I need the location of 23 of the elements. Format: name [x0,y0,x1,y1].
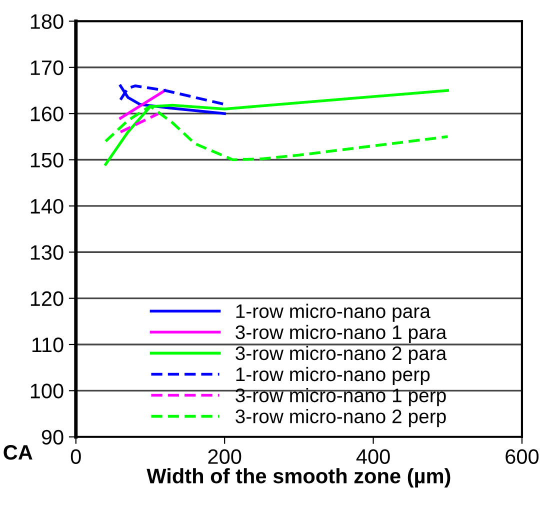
legend-label: 1-row micro-nano perp [236,366,430,386]
x-tick-label: 600 [506,449,539,464]
legend-label: 3-row micro-nano 1 perp [236,388,446,406]
y-tick-label: 140 [30,198,64,214]
line-series [104,89,450,166]
legend-label: 3-row micro-nano 2 para [236,346,447,364]
y-tick-label: 120 [30,291,64,306]
y-axis-title: CA [4,445,32,460]
y-tick-label: 130 [30,245,64,260]
x-tick-label: 0 [70,449,81,464]
x-axis-title: Width of the smooth zone (µm) [146,468,450,488]
y-tick-label: 180 [30,14,64,29]
legend-label: 1-row micro-nano para [236,304,430,322]
y-tick-label: 90 [42,430,64,445]
y-tick-label: 160 [30,106,64,122]
y-tick-label: 150 [30,152,64,168]
y-tick-label: 170 [30,60,64,76]
y-tick-label: 110 [32,337,64,352]
legend-label: 3-row micro-nano 1 para [236,324,447,343]
x-tick-label: 400 [356,449,390,464]
x-tick-label: 200 [208,449,242,464]
y-tick-label: 100 [30,384,64,398]
legend-label: 3-row micro-nano 2 perp [236,409,446,428]
